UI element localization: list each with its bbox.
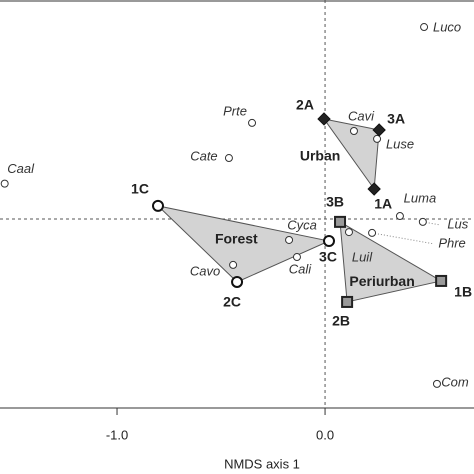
site-label: 2B	[332, 313, 350, 329]
species-label: Phre	[438, 235, 465, 250]
group-hull	[156, 205, 331, 283]
species-point	[349, 127, 358, 136]
site-marker	[231, 275, 244, 288]
species-label: Cyca	[287, 217, 317, 232]
site-marker	[341, 295, 354, 308]
site-marker	[435, 274, 448, 287]
species-label: Luil	[352, 250, 373, 265]
group-hull	[322, 118, 380, 191]
species-label: Lus	[447, 216, 468, 231]
group-label: Forest	[215, 231, 258, 247]
x-axis-label: NMDS axis 1	[224, 456, 300, 471]
site-marker	[372, 123, 386, 137]
site-marker	[334, 215, 347, 228]
species-label: Caal	[7, 161, 35, 176]
site-label: 2C	[223, 294, 241, 310]
species-point	[292, 253, 301, 262]
species-label: Luse	[386, 136, 414, 151]
species-point	[224, 154, 233, 163]
x-tick-label: 0.0	[316, 427, 334, 442]
species-point	[418, 217, 427, 226]
species-label: Luma	[404, 190, 437, 205]
species-point	[248, 118, 257, 127]
site-label: 3C	[319, 249, 337, 265]
species-label: Cate	[190, 148, 217, 163]
site-label: 1A	[374, 196, 392, 212]
species-label: Com	[441, 374, 469, 389]
x-tick-label: -1.0	[106, 427, 128, 442]
site-label: 1B	[454, 284, 472, 300]
species-point	[395, 212, 404, 221]
site-marker	[317, 112, 331, 126]
site-label: 2A	[296, 97, 314, 113]
species-label: Cali	[289, 261, 313, 276]
species-label: Luco	[433, 19, 461, 34]
site-label: 3B	[326, 194, 344, 210]
site-marker	[152, 199, 164, 212]
species-label: Cavo	[190, 263, 220, 278]
site-label: 1C	[131, 181, 149, 197]
group-hull	[339, 220, 443, 303]
species-label: Prte	[223, 103, 247, 118]
species-point	[420, 23, 429, 32]
site-marker	[323, 235, 336, 248]
species-point	[432, 379, 441, 388]
species-point	[229, 260, 238, 269]
site-marker	[367, 182, 381, 196]
species-point	[368, 228, 377, 237]
group-label: Periurban	[349, 273, 414, 289]
site-label: 3A	[387, 111, 405, 127]
species-point	[344, 228, 353, 237]
group-label: Urban	[300, 148, 340, 164]
species-label: Cavi	[348, 108, 375, 123]
species-point	[285, 235, 294, 244]
species-point	[373, 134, 382, 143]
species-connector	[371, 232, 435, 245]
species-point	[0, 179, 9, 188]
